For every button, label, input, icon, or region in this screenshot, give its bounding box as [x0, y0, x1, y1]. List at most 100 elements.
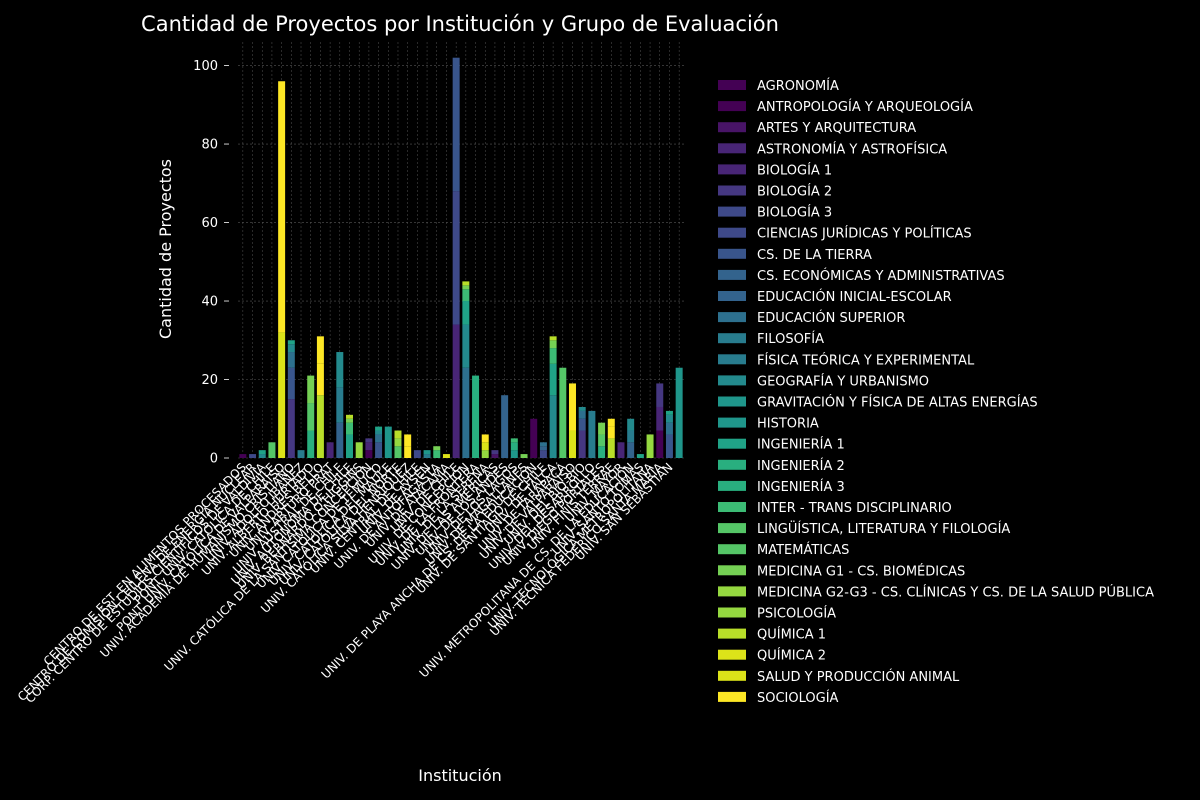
legend-swatch: [718, 206, 746, 217]
legend: AGRONOMÍA ANTROPOLOGÍA Y ARQUEOLOGÍA ARTES…: [718, 78, 1154, 706]
legend-label: EDUCACIÓN INICIAL-ESCOLAR: [757, 289, 952, 305]
bar-segment: [481, 442, 489, 451]
bar-segment: [549, 363, 557, 396]
bar-stack: [559, 367, 567, 458]
legend-label: MEDICINA G1 - CS. BIOMÉDICAS: [757, 563, 965, 579]
bar-segment: [307, 375, 315, 404]
bar-stack: [462, 281, 470, 458]
bar-segment: [569, 383, 576, 431]
bar-segment: [588, 410, 596, 458]
bar-segment: [481, 434, 489, 443]
bar-segment: [462, 324, 470, 368]
bar-stack: [588, 410, 596, 458]
bar-segment: [287, 367, 295, 400]
legend-swatch: [718, 670, 746, 681]
bar-stack: [549, 336, 557, 458]
bar-segment: [375, 430, 383, 435]
bar-segment: [394, 446, 402, 458]
legend-swatch: [718, 586, 746, 597]
bar-segment: [423, 454, 431, 458]
bar-segment: [665, 422, 673, 435]
bar-stack: [481, 434, 489, 458]
bar-segment: [307, 430, 315, 458]
bar-stack: [268, 442, 276, 458]
bar-segment: [665, 414, 673, 423]
legend-label: FÍSICA TEÓRICA Y EXPERIMENTAL: [757, 352, 975, 368]
legend-swatch: [718, 185, 746, 196]
bar-segment: [452, 324, 460, 458]
bar-stack: [656, 383, 664, 458]
bar-stack: [278, 81, 286, 458]
y-tick-label: 100: [193, 59, 218, 74]
bar-stack: [636, 454, 644, 458]
bar-stack: [297, 450, 305, 458]
bar-segment: [481, 450, 489, 458]
bar-segment: [617, 442, 625, 458]
bar-segment: [346, 434, 353, 458]
legend-label: ARTES Y ARQUITECTURA: [757, 121, 916, 136]
bar-segment: [336, 422, 344, 458]
y-tick-label: 20: [201, 373, 218, 388]
bar-segment: [442, 454, 450, 458]
bar-segment: [355, 442, 363, 458]
bar-stack: [326, 442, 334, 458]
x-axis: CENTRO DE EST. EN ALIMENTOS PROCESADOSCE…: [14, 459, 675, 706]
legend-swatch: [718, 122, 746, 133]
bar-segment: [539, 450, 547, 458]
legend-label: BIOLOGÍA 1: [757, 162, 832, 178]
bar-segment: [607, 438, 615, 458]
bar-segment: [549, 395, 557, 458]
bar-segment: [452, 191, 460, 325]
legend-swatch: [718, 649, 746, 660]
bar-stack: [442, 454, 450, 458]
bar-stack: [316, 336, 324, 458]
bar-segment: [462, 289, 470, 302]
bar-segment: [316, 336, 324, 364]
legend-swatch: [718, 502, 746, 512]
bar-segment: [539, 442, 547, 447]
bar-stack: [239, 454, 247, 458]
bar-segment: [510, 442, 518, 451]
bar-segment: [462, 301, 470, 325]
bar-stack: [491, 450, 499, 458]
bar-stack: [520, 454, 528, 458]
legend-label: QUÍMICA 2: [757, 648, 826, 664]
bar-segment: [530, 418, 538, 458]
legend-swatch: [718, 143, 746, 154]
bar-stack: [675, 367, 683, 458]
legend-label: INGENIERÍA 1: [757, 437, 845, 453]
bar-segment: [539, 446, 547, 451]
bar-stack: [365, 438, 373, 458]
bar-segment: [307, 403, 315, 431]
legend-label: MEDICINA G2-G3 - CS. CLÍNICAS Y CS. DE L…: [757, 584, 1154, 600]
legend-swatch: [718, 459, 746, 470]
legend-swatch: [718, 396, 746, 407]
bar-segment: [665, 434, 673, 458]
bar-stack: [258, 450, 266, 458]
bar-segment: [646, 434, 654, 458]
bar-segment: [598, 434, 606, 447]
legend-label: QUÍMICA 1: [757, 627, 826, 643]
legend-label: FILOSOFÍA: [757, 331, 824, 347]
bar-stack: [598, 422, 606, 458]
legend-swatch: [718, 523, 746, 534]
bar-segment: [627, 442, 635, 458]
bar-segment: [598, 422, 606, 435]
bar-stack: [501, 395, 509, 458]
bar-segment: [346, 418, 353, 423]
bar-segment: [578, 430, 586, 458]
bar-segment: [598, 446, 606, 458]
bar-stack: [413, 450, 421, 458]
bar-segment: [656, 406, 664, 431]
legend-label: ASTRONOMÍA Y ASTROFÍSICA: [757, 141, 947, 157]
legend-label: MATEMÁTICAS: [757, 542, 849, 558]
bar-stack: [665, 410, 673, 458]
legend-label: HISTORIA: [757, 417, 819, 432]
bar-segment: [258, 454, 266, 458]
bar-segment: [249, 454, 257, 458]
bar-segment: [627, 418, 635, 431]
legend-label: AGRONOMÍA: [757, 78, 839, 94]
bar-stack: [423, 450, 431, 458]
bar-stack: [346, 414, 353, 458]
legend-label: CS. DE LA TIERRA: [757, 248, 872, 263]
